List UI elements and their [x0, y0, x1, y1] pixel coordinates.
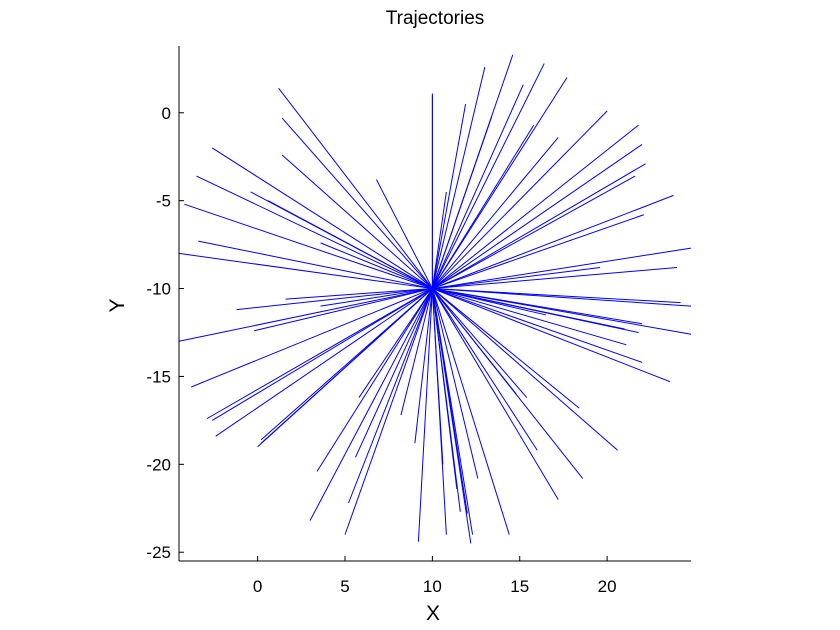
trajectory-line [281, 154, 433, 289]
trajectory-line [320, 242, 433, 290]
trajectory-line [432, 163, 646, 289]
trajectory-line [278, 87, 433, 289]
trajectory-line [431, 191, 447, 289]
trajectory-line [432, 247, 692, 290]
x-tick-label: 20 [598, 577, 617, 596]
y-tick-label: -25 [146, 543, 171, 562]
trajectory-line [431, 116, 493, 289]
trajectory-line [178, 252, 433, 290]
trajectory-line [184, 203, 433, 290]
trajectory-line [431, 288, 444, 465]
trajectory-line [260, 288, 433, 441]
trajectory-line [431, 124, 535, 289]
axes [178, 46, 691, 562]
trajectory-line [285, 288, 433, 300]
trajectory-line [191, 288, 433, 388]
y-axis-title: Y [106, 298, 129, 312]
y-tick-label: -20 [146, 455, 171, 474]
trajectory-line [431, 84, 524, 289]
y-tick-label: -15 [146, 367, 171, 386]
trajectory-line [432, 288, 671, 383]
trajectory-line [431, 288, 510, 535]
trajectory-line [431, 288, 559, 500]
trajectory-line [348, 288, 433, 504]
trajectory-line [432, 288, 547, 316]
trajectory-line [432, 266, 678, 290]
trajectory-line [355, 288, 433, 458]
trajectory-line [215, 288, 433, 437]
trajectory-line [432, 124, 639, 289]
trajectory-line [431, 103, 467, 289]
trajectory-line [431, 63, 545, 289]
trajectory-line [417, 288, 433, 542]
trajectory-line [432, 214, 644, 290]
trajectory-line [254, 288, 433, 332]
trajectory-line [344, 288, 433, 535]
trajectory-line [431, 66, 486, 289]
trajectory-line [400, 288, 433, 416]
x-tick-label: 10 [423, 577, 442, 596]
trajectory-line [431, 137, 559, 289]
trajectory-line [320, 288, 433, 307]
trajectory-line [432, 194, 674, 290]
trajectory-line [432, 288, 643, 363]
x-axis-ticks: 0 5 10 15 20 [253, 556, 617, 596]
trajectory-line [432, 175, 636, 289]
trajectory-line [281, 117, 433, 289]
trajectory-line [358, 288, 433, 398]
y-axis-ticks: 0 -5 -10 -15 -20 -25 [146, 104, 184, 562]
trajectory-line [432, 266, 601, 290]
trajectory-line [414, 288, 433, 444]
y-tick-label: -10 [146, 280, 171, 299]
trajectory-line [178, 288, 433, 342]
x-tick-label: 5 [340, 577, 349, 596]
x-tick-label: 0 [253, 577, 262, 596]
trajectory-line [432, 288, 615, 328]
trajectory-line [432, 144, 643, 289]
trajectory-line [211, 288, 433, 421]
trajectory-line [432, 288, 627, 346]
trajectory-line [236, 288, 433, 311]
trajectory-line [432, 288, 681, 304]
y-tick-label: 0 [162, 104, 171, 123]
trajectory-line [431, 288, 472, 544]
trajectory-line [316, 288, 433, 472]
x-axis-title: X [426, 602, 440, 625]
trajectory-line [309, 288, 433, 521]
y-tick-label: -5 [156, 192, 171, 211]
trajectory-line [431, 77, 568, 289]
trajectory-line [431, 288, 458, 489]
trajectory-line [198, 240, 433, 290]
trajectory-line [267, 200, 433, 290]
x-tick-label: 15 [510, 577, 529, 596]
trajectory-line [211, 147, 433, 289]
trajectory-line [196, 175, 433, 290]
trajectory-line [432, 288, 643, 325]
trajectory-line [432, 288, 580, 409]
trajectory-line [431, 288, 538, 451]
trajectory-line [206, 288, 433, 420]
trajectory-line [431, 288, 479, 479]
trajectory-line [432, 288, 528, 398]
chart-title: Trajectories [386, 8, 485, 29]
trajectory-line [376, 179, 433, 289]
trajectory-line [432, 110, 608, 289]
trajectory-line [432, 288, 618, 451]
trajectory-lines [178, 54, 692, 544]
trajectory-line [431, 288, 517, 395]
